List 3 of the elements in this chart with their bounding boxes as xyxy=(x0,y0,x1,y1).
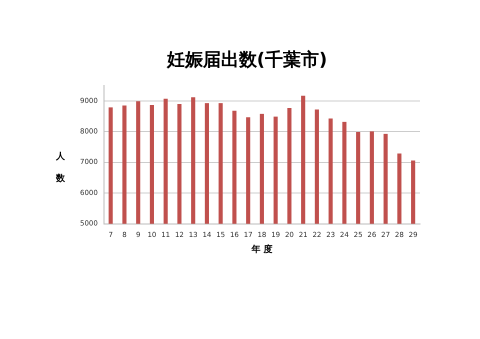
chart-title: 妊娠届出数(千葉市) xyxy=(166,49,328,70)
text: 人数 xyxy=(56,152,65,184)
x-axis-title: 年 度 xyxy=(250,244,272,255)
